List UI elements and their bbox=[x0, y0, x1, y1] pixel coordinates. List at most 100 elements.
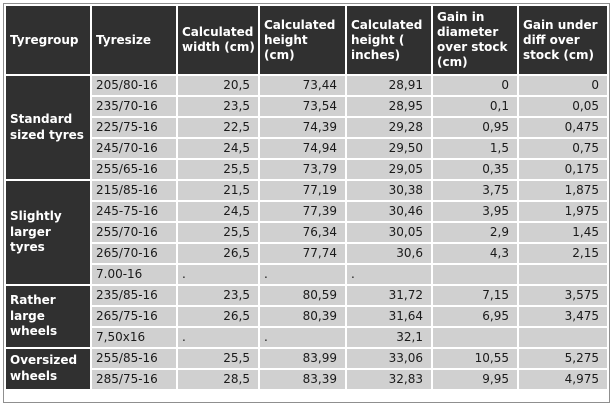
width-cm-cell: . bbox=[178, 265, 258, 284]
width-cm-cell: 25,5 bbox=[178, 223, 258, 242]
height-in-cell: 30,38 bbox=[347, 181, 431, 200]
height-in-cell: 33,06 bbox=[347, 349, 431, 368]
table-row: 235/70-16 23,5 73,54 28,95 0,1 0,05 bbox=[6, 97, 607, 116]
tyresize-cell: 205/80-16 bbox=[92, 76, 176, 95]
gain-diameter-cm-cell: 1,5 bbox=[433, 139, 517, 158]
height-in-cell: 28,95 bbox=[347, 97, 431, 116]
width-cm-cell: 24,5 bbox=[178, 202, 258, 221]
tyresize-cell: 255/85-16 bbox=[92, 349, 176, 368]
height-cm-cell: . bbox=[260, 328, 345, 347]
tyresize-cell: 245-75-16 bbox=[92, 202, 176, 221]
height-in-cell: 31,72 bbox=[347, 286, 431, 305]
height-in-cell: 28,91 bbox=[347, 76, 431, 95]
height-cm-cell: 83,99 bbox=[260, 349, 345, 368]
table-row: 7,50x16.. 32,1 bbox=[6, 328, 607, 347]
height-cm-cell: 77,19 bbox=[260, 181, 345, 200]
gain-under-diff-cm-cell: 3,575 bbox=[519, 286, 607, 305]
tyresize-cell: 255/65-16 bbox=[92, 160, 176, 179]
gain-diameter-cm-cell: 0 bbox=[433, 76, 517, 95]
height-cm-cell: 80,39 bbox=[260, 307, 345, 326]
table-row: 245/70-16 24,5 74,94 29,50 1,5 0,75 bbox=[6, 139, 607, 158]
gain-diameter-cm-cell: 10,55 bbox=[433, 349, 517, 368]
gain-under-diff-cm-cell bbox=[519, 328, 607, 347]
tyresize-cell: 265/70-16 bbox=[92, 244, 176, 263]
height-in-cell: 30,6 bbox=[347, 244, 431, 263]
gain-under-diff-cm-cell: 4,975 bbox=[519, 370, 607, 389]
table-row: 265/75-16 26,5 80,39 31,64 6,95 3,475 bbox=[6, 307, 607, 326]
gain-diameter-cm-cell bbox=[433, 265, 517, 284]
height-cm-cell: 74,39 bbox=[260, 118, 345, 137]
gain-diameter-cm-cell: 2,9 bbox=[433, 223, 517, 242]
gain-diameter-cm-cell: 4,3 bbox=[433, 244, 517, 263]
tyresize-cell: 7.00-16 bbox=[92, 265, 176, 284]
height-in-cell: 32,83 bbox=[347, 370, 431, 389]
gain-under-diff-cm-cell: 1,45 bbox=[519, 223, 607, 242]
table-row: 245-75-16 24,5 77,39 30,46 3,95 1,975 bbox=[6, 202, 607, 221]
table-row: 285/75-16 28,5 83,39 32,83 9,95 4,975 bbox=[6, 370, 607, 389]
table-row: 265/70-16 26,5 77,74 30,6 4,3 2,15 bbox=[6, 244, 607, 263]
gain-diameter-cm-cell: 0,95 bbox=[433, 118, 517, 137]
height-cm-cell: 77,39 bbox=[260, 202, 345, 221]
gain-under-diff-cm-cell: 0,475 bbox=[519, 118, 607, 137]
gain-under-diff-cm-cell: 5,275 bbox=[519, 349, 607, 368]
gain-under-diff-cm-cell: 0 bbox=[519, 76, 607, 95]
table-row: 255/65-16 25,5 73,79 29,05 0,35 0,175 bbox=[6, 160, 607, 179]
width-cm-cell: 28,5 bbox=[178, 370, 258, 389]
tyresize-cell: 265/75-16 bbox=[92, 307, 176, 326]
height-in-cell: 29,05 bbox=[347, 160, 431, 179]
height-in-cell: 31,64 bbox=[347, 307, 431, 326]
column-header: Gain in diameter over stock (cm) bbox=[433, 6, 517, 74]
width-cm-cell: 23,5 bbox=[178, 97, 258, 116]
width-cm-cell: 23,5 bbox=[178, 286, 258, 305]
column-header: Calculated height ( inches) bbox=[347, 6, 431, 74]
table-body: Standard sized tyres 205/80-16 20,5 73,44 28… bbox=[6, 76, 607, 389]
column-header: Tyregroup bbox=[6, 6, 90, 74]
gain-diameter-cm-cell: 6,95 bbox=[433, 307, 517, 326]
height-in-cell: 29,50 bbox=[347, 139, 431, 158]
tyregroup-cell: Rather large wheels bbox=[6, 286, 90, 347]
gain-diameter-cm-cell: 7,15 bbox=[433, 286, 517, 305]
tyresize-cell: 215/85-16 bbox=[92, 181, 176, 200]
height-cm-cell: 80,59 bbox=[260, 286, 345, 305]
tyresize-cell: 245/70-16 bbox=[92, 139, 176, 158]
tyresize-cell: 235/70-16 bbox=[92, 97, 176, 116]
tyresize-cell: 225/75-16 bbox=[92, 118, 176, 137]
width-cm-cell: 26,5 bbox=[178, 244, 258, 263]
table-row: Standard sized tyres 205/80-16 20,5 73,44 28… bbox=[6, 76, 607, 179]
tyresize-cell: 235/85-16 bbox=[92, 286, 176, 305]
column-header: Calculated width (cm) bbox=[178, 6, 258, 74]
table-row: 225/75-16 22,5 74,39 29,28 0,95 0,475 bbox=[6, 118, 607, 137]
gain-diameter-cm-cell: 9,95 bbox=[433, 370, 517, 389]
gain-diameter-cm-cell: 0,1 bbox=[433, 97, 517, 116]
gain-diameter-cm-cell: 3,95 bbox=[433, 202, 517, 221]
gain-under-diff-cm-cell: 0,75 bbox=[519, 139, 607, 158]
column-header: Calculated height (cm) bbox=[260, 6, 345, 74]
gain-under-diff-cm-cell: 1,875 bbox=[519, 181, 607, 200]
tyregroup-cell: Slightly larger tyres bbox=[6, 181, 90, 284]
height-cm-cell: . bbox=[260, 265, 345, 284]
height-cm-cell: 73,44 bbox=[260, 76, 345, 95]
tyresize-cell: 7,50x16 bbox=[92, 328, 176, 347]
width-cm-cell: . bbox=[178, 328, 258, 347]
tyre-comparison-table: Tyregroup Tyresize Calculated width (cm) Ca… bbox=[4, 4, 609, 391]
column-header: Gain under diff over stock (cm) bbox=[519, 6, 607, 74]
gain-under-diff-cm-cell: 3,475 bbox=[519, 307, 607, 326]
gain-under-diff-cm-cell: 0,05 bbox=[519, 97, 607, 116]
width-cm-cell: 20,5 bbox=[178, 76, 258, 95]
height-in-cell: 32,1 bbox=[347, 328, 431, 347]
gain-diameter-cm-cell: 0,35 bbox=[433, 160, 517, 179]
header-row: Tyregroup Tyresize Calculated width (cm) Ca… bbox=[6, 6, 607, 74]
height-cm-cell: 73,79 bbox=[260, 160, 345, 179]
width-cm-cell: 22,5 bbox=[178, 118, 258, 137]
height-cm-cell: 74,94 bbox=[260, 139, 345, 158]
gain-under-diff-cm-cell: 2,15 bbox=[519, 244, 607, 263]
width-cm-cell: 21,5 bbox=[178, 181, 258, 200]
height-in-cell: 30,46 bbox=[347, 202, 431, 221]
height-cm-cell: 73,54 bbox=[260, 97, 345, 116]
height-in-cell: . bbox=[347, 265, 431, 284]
width-cm-cell: 25,5 bbox=[178, 160, 258, 179]
table-row: Rather large wheels 235/85-16 23,5 80,59 31,… bbox=[6, 286, 607, 347]
gain-under-diff-cm-cell: 0,175 bbox=[519, 160, 607, 179]
gain-under-diff-cm-cell bbox=[519, 265, 607, 284]
gain-diameter-cm-cell: 3,75 bbox=[433, 181, 517, 200]
